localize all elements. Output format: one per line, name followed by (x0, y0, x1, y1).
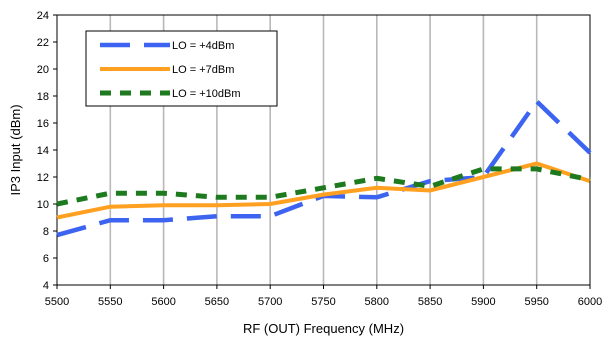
y-tick-label: 8 (43, 226, 49, 238)
series-line-2 (56, 161, 591, 220)
x-tick-label: 5750 (311, 296, 335, 308)
y-axis-ticks: 4 6 8 10 12 14 16 18 20 22 24 (37, 10, 57, 292)
series-line-3 (56, 166, 591, 207)
legend-label-2: LO = +7dBm (172, 64, 234, 76)
y-tick-label: 12 (37, 172, 49, 184)
series-lines (56, 97, 592, 238)
y-tick-label: 16 (37, 118, 49, 130)
y-tick-label: 18 (37, 91, 49, 103)
x-axis-label: RF (OUT) Frequency (MHz) (243, 321, 404, 336)
y-tick-label: 6 (43, 253, 49, 265)
y-tick-label: 10 (37, 199, 49, 211)
x-tick-label: 5850 (418, 296, 442, 308)
y-tick-label: 20 (37, 64, 49, 76)
x-tick-label: 5600 (151, 296, 175, 308)
y-tick-label: 4 (43, 280, 49, 292)
legend-label-1: LO = +4dBm (172, 40, 234, 52)
y-axis-label: IP3 Input (dBm) (8, 104, 23, 195)
x-tick-label: 6000 (578, 296, 602, 308)
x-tick-label: 5700 (258, 296, 282, 308)
y-tick-label: 14 (37, 145, 49, 157)
x-tick-label: 5950 (524, 296, 548, 308)
legend-label-3: LO = +10dBm (172, 88, 241, 100)
y-tick-label: 24 (37, 10, 49, 22)
x-tick-label: 5500 (45, 296, 69, 308)
x-tick-label: 5550 (98, 296, 122, 308)
x-tick-label: 5650 (205, 296, 229, 308)
legend: LO = +4dBm LO = +7dBm LO = +10dBm (85, 30, 278, 107)
x-axis-ticks: 5500 5550 5600 5650 5700 5750 5800 5850 5900 5950… (45, 285, 602, 308)
x-tick-label: 5800 (365, 296, 389, 308)
y-tick-label: 22 (37, 37, 49, 49)
x-tick-label: 5900 (471, 296, 495, 308)
